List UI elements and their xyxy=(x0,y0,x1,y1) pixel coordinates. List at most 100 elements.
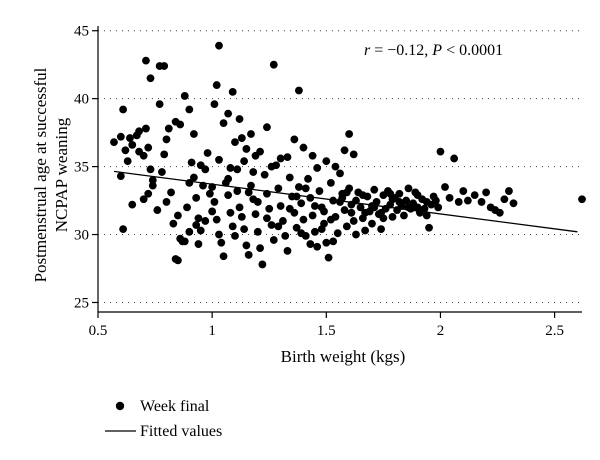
data-point xyxy=(267,221,276,229)
data-point xyxy=(208,207,217,216)
gridlines xyxy=(98,30,582,303)
data-point xyxy=(160,62,169,70)
data-point xyxy=(477,198,486,206)
data-point xyxy=(292,192,301,201)
data-point xyxy=(235,115,244,123)
data-point xyxy=(219,252,228,261)
data-point xyxy=(224,109,233,118)
data-point xyxy=(240,225,249,234)
data-point xyxy=(212,81,221,89)
data-point xyxy=(116,132,125,141)
data-point xyxy=(269,60,278,69)
data-point xyxy=(162,135,171,144)
data-point xyxy=(281,232,290,240)
data-point xyxy=(258,260,267,269)
data-point xyxy=(226,208,235,217)
data-point xyxy=(244,188,253,197)
data-point xyxy=(119,105,128,114)
data-point xyxy=(299,143,308,152)
x-tick-label-1.5: 1.5 xyxy=(317,323,336,339)
data-point xyxy=(174,211,182,220)
data-point xyxy=(306,240,315,248)
r-value: = −0.12, xyxy=(370,42,432,59)
data-point xyxy=(146,165,155,174)
data-point xyxy=(349,217,358,225)
data-point xyxy=(313,242,322,251)
data-point xyxy=(162,198,171,206)
data-point xyxy=(470,191,479,200)
data-point xyxy=(495,208,504,217)
fitted-line xyxy=(113,170,578,233)
data-point xyxy=(231,138,239,147)
data-point xyxy=(253,198,262,206)
data-point xyxy=(400,211,408,220)
data-point xyxy=(192,221,201,229)
data-point xyxy=(306,193,315,202)
data-point xyxy=(203,149,212,157)
data-point xyxy=(228,87,237,96)
data-point xyxy=(320,207,328,216)
data-point xyxy=(146,74,155,83)
data-point xyxy=(119,225,128,234)
data-point xyxy=(196,226,205,235)
plot-frame xyxy=(97,26,582,313)
data-point xyxy=(155,100,164,108)
data-point xyxy=(123,157,132,166)
data-point xyxy=(219,119,228,128)
data-point xyxy=(505,187,513,195)
data-point xyxy=(139,151,148,160)
data-point xyxy=(283,246,292,255)
data-point xyxy=(290,135,299,144)
y-tick-label-45: 45 xyxy=(74,24,89,40)
legend-label-week-final: Week final xyxy=(140,398,210,415)
data-point xyxy=(304,174,312,183)
x-axis: 0.5 1 1.5 2 2.5 xyxy=(89,312,564,339)
data-point xyxy=(285,173,294,182)
data-point xyxy=(299,215,308,224)
data-point xyxy=(404,184,413,193)
data-point xyxy=(256,147,264,156)
data-point xyxy=(317,225,326,234)
data-point xyxy=(342,188,351,197)
data-point xyxy=(169,219,178,228)
data-point xyxy=(347,208,356,217)
data-point xyxy=(233,187,242,195)
data-point xyxy=(356,203,365,212)
data-point xyxy=(148,181,157,190)
x-axis-label: Birth weight (kgs) xyxy=(281,347,406,366)
data-point xyxy=(422,211,431,220)
data-point xyxy=(509,199,518,208)
y-axis: 25 30 35 40 45 xyxy=(74,24,98,311)
data-point xyxy=(121,146,130,155)
data-point xyxy=(283,153,292,161)
data-point xyxy=(215,230,223,239)
data-point xyxy=(194,214,203,223)
data-point xyxy=(253,227,262,236)
scatter-points xyxy=(110,41,586,269)
data-point xyxy=(450,154,459,163)
data-point xyxy=(285,204,294,213)
data-point xyxy=(336,198,344,206)
data-point xyxy=(445,193,454,202)
data-point xyxy=(126,134,134,142)
data-point xyxy=(349,150,358,159)
data-point xyxy=(368,219,376,228)
data-point xyxy=(144,143,153,152)
data-point xyxy=(297,199,306,208)
data-point xyxy=(189,130,198,138)
data-point xyxy=(205,189,214,198)
data-point xyxy=(308,151,317,160)
data-point xyxy=(164,124,173,133)
data-point xyxy=(425,223,433,232)
x-tick-label-1: 1 xyxy=(208,323,216,339)
data-point xyxy=(295,86,303,95)
data-point xyxy=(180,92,189,100)
data-point xyxy=(578,195,586,204)
data-point xyxy=(310,202,319,210)
data-point xyxy=(110,138,118,147)
data-point xyxy=(324,253,333,262)
data-point xyxy=(116,172,125,181)
data-point xyxy=(482,188,491,197)
data-point xyxy=(174,256,182,265)
